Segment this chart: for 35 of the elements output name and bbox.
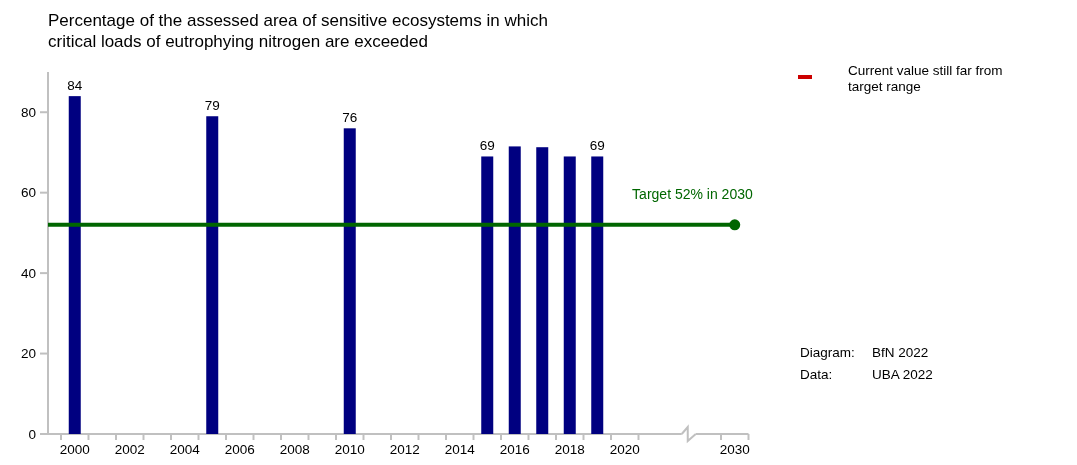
x-tick-label: 2016 [499,442,530,457]
x-tick-label: 2000 [59,442,90,457]
ref-line-label: Target 52% in 2030 [632,185,753,202]
data-label: 69 [589,138,605,154]
bar [206,116,219,434]
text: Diagram: BfN 2022 [800,345,929,360]
x-tick-label: 2002 [114,442,145,457]
data-label: 79 [204,98,220,114]
chart-title: Percentage of the assessed area of sensitive ecosystems in which critical loads of eutrophying nitrogen are exceeded [48,11,548,51]
x-tick-label: 2008 [279,442,310,457]
bar [68,96,81,434]
data-label: 76 [342,110,358,126]
y-tick-label: 60 [20,185,36,201]
bar [591,156,604,434]
bar [563,156,576,434]
x-tick-label: 2018 [554,442,585,457]
bar [481,156,494,434]
x-tick-label: 2030 [719,442,750,457]
x-tick-label: 2012 [389,442,420,457]
bar [343,128,356,434]
x-tick-label: 2006 [224,442,255,457]
data-label: 84 [67,78,83,94]
data-label: 69 [479,138,495,154]
bar [536,147,549,434]
x-tick-label: 2004 [169,442,201,457]
y-tick-label: 40 [20,265,36,281]
x-tick-label: 2010 [334,442,365,457]
x-tick-label: 2014 [444,442,476,457]
y-tick-label: 80 [20,104,36,120]
bar [508,146,521,434]
text: Current value still far from target range [848,63,1003,94]
y-tick-label: 0 [28,426,36,442]
text: Data: UBA 2022 [800,367,933,382]
x-tick-label: 2020 [609,442,640,457]
y-tick-label: 20 [20,346,36,362]
